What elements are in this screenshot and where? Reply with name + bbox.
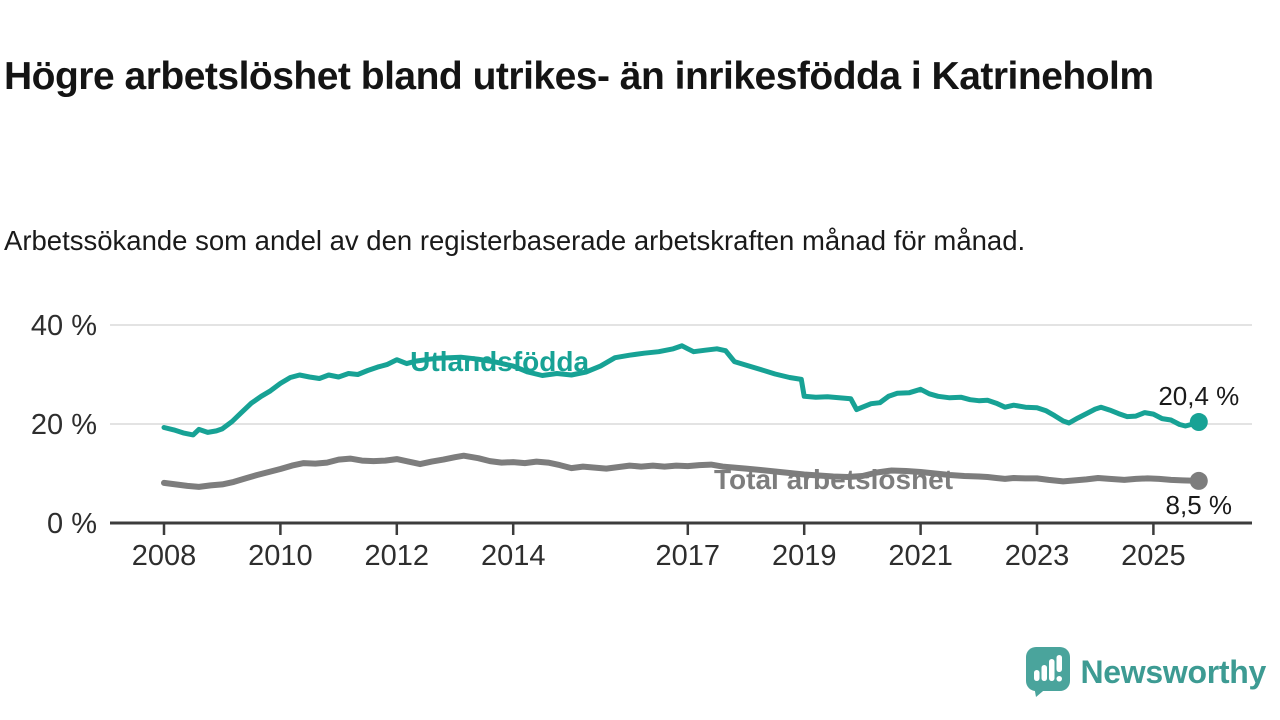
y-axis-label-40: 40 % bbox=[31, 310, 97, 342]
chart-subtitle: Arbetssökande som andel av den registerb… bbox=[4, 224, 1026, 256]
newsworthy-bubble-chart-icon bbox=[1025, 647, 1070, 697]
page-title: Högre arbetslöshet bland utrikes- än inr… bbox=[4, 55, 1154, 99]
y-axis-label-0: 0 % bbox=[47, 508, 97, 540]
x-axis-label-2021: 2021 bbox=[888, 540, 953, 572]
series-end-dot-total-arbetsloshet bbox=[1189, 471, 1208, 490]
newsworthy-logo-text: Newsworthy bbox=[1080, 653, 1267, 690]
line-chart: 0 % 20 % 40 % 2008 2010 2012 2014 2017 2019 2021 2… bbox=[31, 310, 1252, 572]
x-axis-label-2012: 2012 bbox=[365, 540, 430, 572]
x-axis-label-2017: 2017 bbox=[656, 540, 721, 572]
series-label-total-arbetsloshet: Total arbetslöshet bbox=[714, 464, 953, 495]
x-axis-label-2008: 2008 bbox=[132, 540, 197, 572]
x-axis-label-2010: 2010 bbox=[248, 540, 313, 572]
series-line-total-arbetsloshet bbox=[161, 452, 1202, 490]
series-end-value-total-arbetsloshet: 8,5 % bbox=[1166, 490, 1233, 520]
newsworthy-logo: Newsworthy bbox=[1025, 646, 1267, 698]
series-end-dot-utlandsfodda bbox=[1189, 413, 1208, 432]
x-axis-label-2014: 2014 bbox=[481, 540, 546, 572]
x-axis-label-2023: 2023 bbox=[1005, 540, 1070, 572]
y-axis-label-20: 20 % bbox=[31, 409, 97, 441]
series-label-utlandsfodda: Utlandsfödda bbox=[410, 346, 589, 377]
series-line-utlandsfodda bbox=[161, 343, 1202, 438]
series-end-value-utlandsfodda: 20,4 % bbox=[1158, 381, 1239, 411]
x-axis-label-2019: 2019 bbox=[772, 540, 837, 572]
x-axis-label-2025: 2025 bbox=[1121, 540, 1186, 572]
